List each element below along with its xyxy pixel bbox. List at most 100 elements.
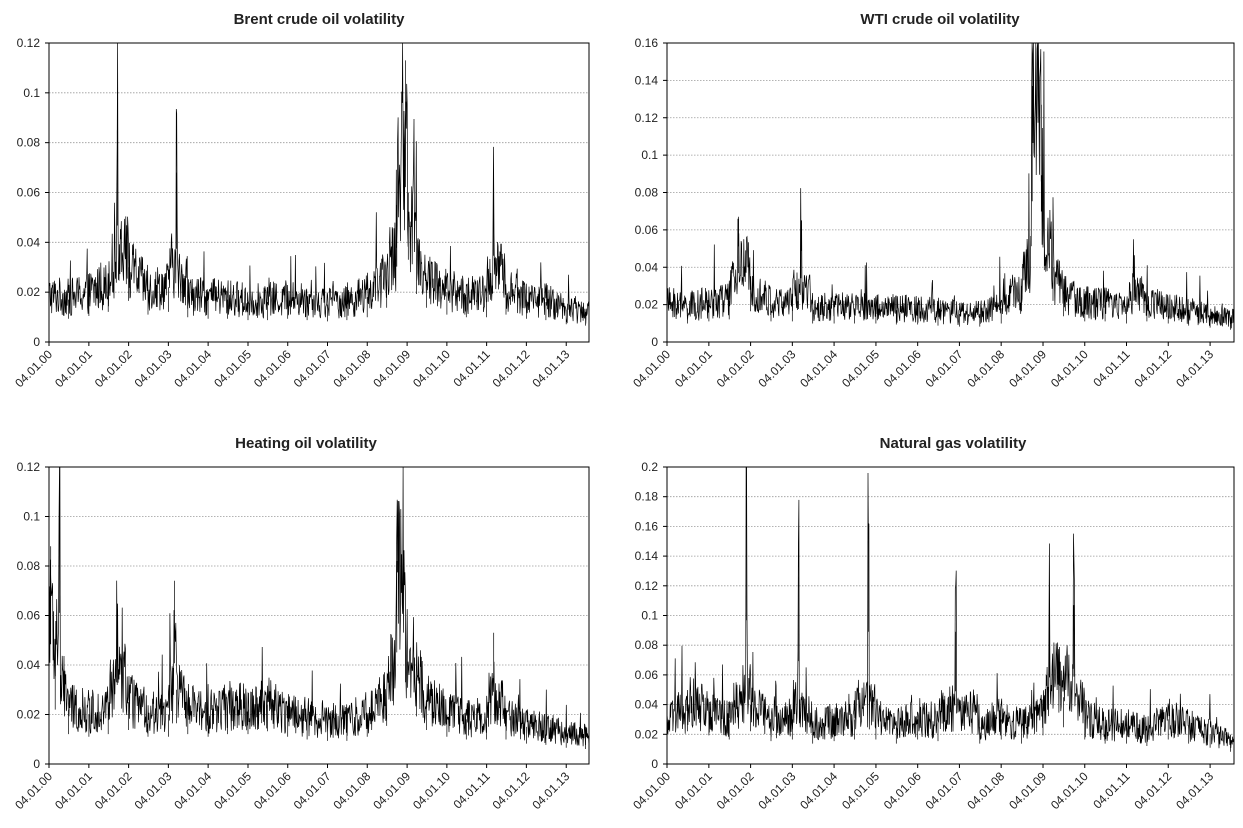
chart-natural-gas: Natural gas volatility 0 0.02 0.04 0.06 0.08…: [620, 412, 1243, 823]
x-tick-label: 04.01.13: [1173, 769, 1216, 812]
y-tick-label: 0.12: [635, 579, 659, 593]
x-tick-label: 04.01.10: [410, 347, 453, 390]
x-tick-label: 04.01.10: [1048, 347, 1091, 390]
x-tick-label: 04.01.11: [450, 347, 493, 390]
x-tick-label: 04.01.01: [672, 769, 715, 812]
y-tick-label: 0.1: [23, 510, 40, 524]
y-tick-label: 0.02: [635, 727, 659, 741]
x-tick-label: 04.01.09: [1006, 347, 1049, 390]
y-tick-label: 0.16: [635, 519, 659, 533]
chart-brent-svg: Brent crude oil volatility 0 0.02 0.04 0.06…: [12, 11, 590, 390]
x-tick-label: 04.01.12: [1131, 769, 1174, 812]
chart-title: Natural gas volatility: [880, 435, 1027, 452]
x-tick-label: 04.01.03: [756, 347, 799, 390]
x-tick-label: 04.01.07: [291, 769, 334, 812]
y-tick-label: 0.06: [17, 186, 41, 200]
x-tick-label: 04.01.00: [12, 347, 55, 390]
x-tick-label: 04.01.06: [251, 347, 294, 390]
y-tick-label: 0: [651, 335, 658, 349]
x-tick-label: 04.01.09: [370, 347, 413, 390]
y-tick-label: 0.06: [635, 668, 659, 682]
x-tick-label: 04.01.01: [52, 347, 95, 390]
y-tick-label: 0.12: [17, 36, 41, 50]
chart-wti-svg: WTI crude oil volatility 0 0.02 0.04 0.06 0.…: [630, 11, 1235, 390]
x-tick-label: 04.01.02: [92, 347, 135, 390]
x-tick-label: 04.01.11: [1090, 347, 1133, 390]
y-tick-label: 0.04: [17, 658, 41, 672]
chart-title: WTI crude oil volatility: [860, 11, 1020, 28]
y-tick-label: 0.1: [23, 86, 40, 100]
y-tick-label: 0.16: [635, 36, 659, 50]
x-tick-label: 04.01.05: [211, 769, 254, 812]
series-line: [48, 466, 590, 749]
x-tick-label: 04.01.03: [756, 769, 799, 812]
y-tick-label: 0.04: [17, 235, 41, 249]
y-tick-label: 0.1: [641, 609, 658, 623]
x-tick-label: 04.01.08: [330, 769, 373, 812]
y-tick-label: 0.04: [635, 698, 659, 712]
y-tick-label: 0.06: [635, 223, 659, 237]
x-tick-label: 04.01.06: [881, 769, 924, 812]
y-tick-label: 0.2: [641, 460, 658, 474]
x-tick-label: 04.01.03: [132, 769, 175, 812]
x-tick-label: 04.01.05: [839, 769, 882, 812]
x-tick-label: 04.01.01: [672, 347, 715, 390]
x-tick-label: 04.01.13: [529, 347, 572, 390]
x-tick-label: 04.01.12: [1131, 347, 1174, 390]
y-tick-label: 0.14: [635, 73, 659, 87]
x-tick-label: 04.01.11: [1090, 769, 1133, 812]
x-tick-label: 04.01.08: [964, 769, 1007, 812]
x-tick-label: 04.01.06: [881, 347, 924, 390]
y-tick-label: 0: [33, 757, 40, 771]
x-tick-label: 04.01.13: [1173, 347, 1216, 390]
y-tick-label: 0: [651, 757, 658, 771]
x-tick-label: 04.01.10: [410, 769, 453, 812]
x-tick-label: 04.01.00: [630, 769, 673, 812]
series-line: [666, 42, 1235, 330]
x-tick-label: 04.01.02: [92, 769, 135, 812]
y-tick-label: 0.02: [17, 285, 41, 299]
x-tick-label: 04.01.10: [1048, 769, 1091, 812]
x-tick-label: 04.01.13: [529, 769, 572, 812]
x-tick-label: 04.01.04: [171, 769, 214, 812]
x-tick-label: 04.01.12: [490, 769, 533, 812]
x-tick-label: 04.01.05: [211, 347, 254, 390]
x-tick-label: 04.01.09: [370, 769, 413, 812]
y-tick-label: 0.02: [17, 708, 41, 722]
x-tick-label: 04.01.04: [797, 347, 840, 390]
chart-brent: Brent crude oil volatility 0 0.02 0.04 0.06…: [0, 0, 600, 412]
x-tick-label: 04.01.07: [291, 347, 334, 390]
chart-natural-gas-svg: Natural gas volatility 0 0.02 0.04 0.06 0.08…: [630, 435, 1235, 812]
x-tick-label: 04.01.08: [330, 347, 373, 390]
x-tick-label: 04.01.05: [839, 347, 882, 390]
y-tick-label: 0.04: [635, 260, 659, 274]
x-tick-label: 04.01.11: [450, 769, 493, 812]
x-tick-label: 04.01.02: [714, 769, 757, 812]
x-tick-label: 04.01.00: [630, 347, 673, 390]
y-tick-label: 0: [33, 335, 40, 349]
chart-heating-oil: Heating oil volatility 0 0.02 0.04 0.06 0.08…: [0, 412, 600, 823]
y-tick-label: 0.08: [17, 559, 41, 573]
x-tick-label: 04.01.06: [251, 769, 294, 812]
y-tick-label: 0.18: [635, 490, 659, 504]
y-tick-label: 0.02: [635, 298, 659, 312]
x-tick-label: 04.01.12: [490, 347, 533, 390]
series-line: [666, 466, 1235, 752]
x-tick-label: 04.01.01: [52, 769, 95, 812]
chart-title: Brent crude oil volatility: [234, 11, 406, 28]
x-tick-label: 04.01.04: [171, 347, 214, 390]
y-tick-label: 0.14: [635, 549, 659, 563]
y-tick-label: 0.12: [17, 460, 41, 474]
x-tick-label: 04.01.00: [12, 769, 55, 812]
chart-heating-oil-svg: Heating oil volatility 0 0.02 0.04 0.06 0.08…: [12, 435, 590, 812]
y-tick-label: 0.08: [17, 136, 41, 150]
chart-wti: WTI crude oil volatility 0 0.02 0.04 0.06 0.…: [620, 0, 1243, 412]
series-line: [48, 42, 590, 326]
x-tick-label: 04.01.04: [797, 769, 840, 812]
x-tick-label: 04.01.07: [923, 769, 966, 812]
x-tick-label: 04.01.03: [132, 347, 175, 390]
y-tick-label: 0.06: [17, 609, 41, 623]
x-tick-label: 04.01.08: [964, 347, 1007, 390]
x-tick-label: 04.01.09: [1006, 769, 1049, 812]
y-tick-label: 0.08: [635, 186, 659, 200]
